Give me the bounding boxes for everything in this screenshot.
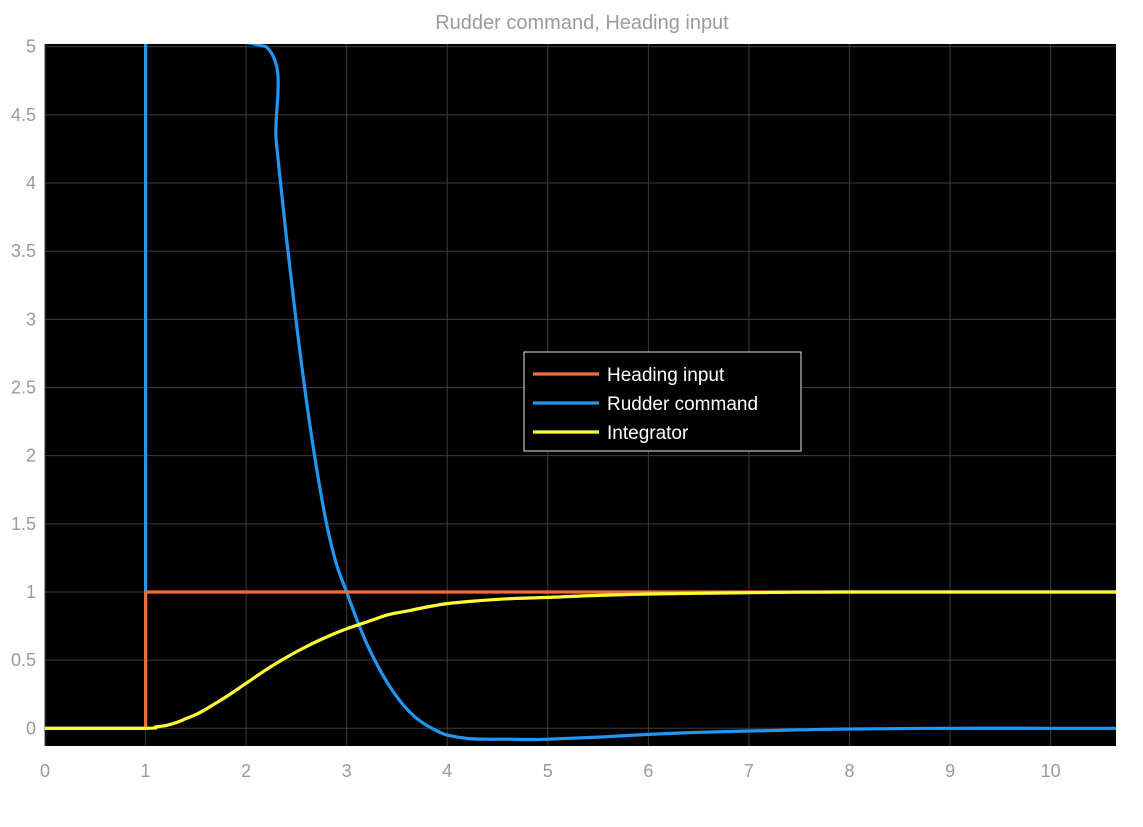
legend-label: Rudder command [607,394,758,415]
x-tick-label: 3 [342,761,352,781]
y-tick-label: 1.5 [11,514,36,534]
legend: Heading input Rudder command Integrator [523,351,802,452]
x-tick-label: 10 [1041,761,1061,781]
series-line-rudder-command [45,44,1116,742]
y-tick-label: 5 [26,37,36,57]
y-tick-label: 0 [26,718,36,738]
y-tick-label: 3.5 [11,241,36,261]
series [45,44,1116,742]
x-tick-label: 6 [643,761,653,781]
y-tick-label: 1 [26,582,36,602]
chart-title: Rudder command, Heading input [435,12,729,34]
y-tick-label: 2.5 [11,378,36,398]
y-tick-label: 2 [26,446,36,466]
x-tick-label: 0 [40,761,50,781]
series-line-integrator [45,590,1116,730]
legend-label: Integrator [607,423,689,444]
x-tick-label: 4 [442,761,452,781]
x-tick-label: 5 [543,761,553,781]
x-tick-label: 8 [844,761,854,781]
y-tick-label: 4 [26,173,36,193]
y-tick-label: 3 [26,309,36,329]
y-tick-label: 4.5 [11,105,36,125]
grid [44,44,1116,746]
x-tick-label: 9 [945,761,955,781]
x-tick-label: 2 [241,761,251,781]
x-tick-label: 1 [141,761,151,781]
y-tick-label: 0.5 [11,650,36,670]
legend-label: Heading input [607,365,725,386]
tick-labels: 0 1 2 3 4 5 6 7 8 9 10 0 0.5 1 1.5 2 2.5 3 3.5 4 4.5 5 [11,37,1061,781]
x-tick-label: 7 [744,761,754,781]
